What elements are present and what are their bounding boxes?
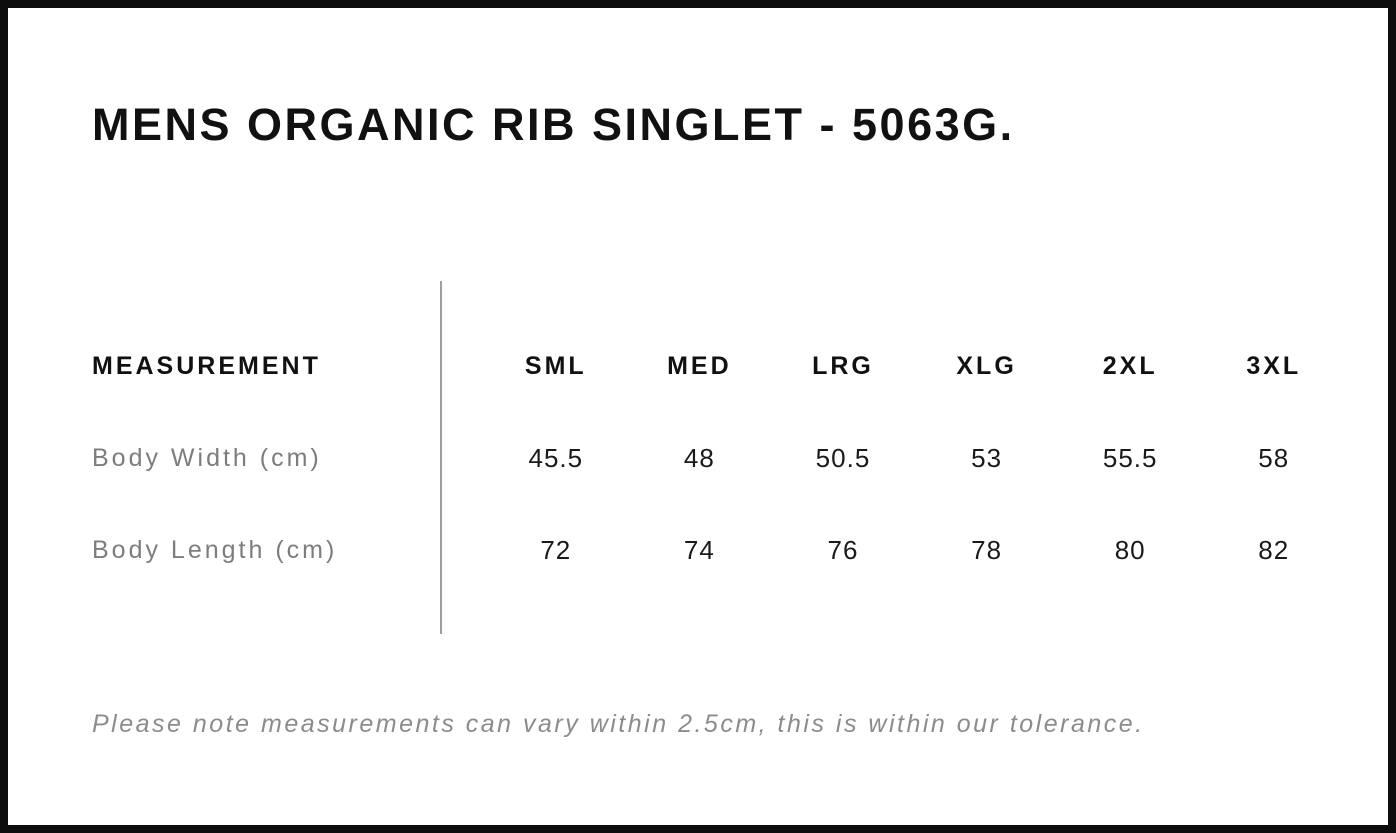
body-width-lrg: 50.5 bbox=[815, 442, 871, 473]
size-header-med: MED bbox=[667, 351, 732, 380]
body-width-med: 48 bbox=[683, 442, 715, 473]
page-title: MENS ORGANIC RIB SINGLET - 5063G. bbox=[92, 99, 1015, 150]
body-length-xlg: 78 bbox=[971, 534, 1003, 565]
column-divider bbox=[440, 281, 442, 634]
row-label-body-length: Body Length (cm) bbox=[92, 535, 338, 564]
body-width-3xl: 58 bbox=[1258, 442, 1290, 473]
tolerance-note: Please note measurements can vary within… bbox=[92, 710, 1145, 738]
body-width-sml: 45.5 bbox=[528, 442, 584, 473]
body-width-xlg: 53 bbox=[971, 442, 1003, 473]
size-header-2xl: 2XL bbox=[1102, 351, 1158, 380]
size-header-3xl: 3XL bbox=[1246, 351, 1302, 380]
size-header-xlg: XLG bbox=[956, 351, 1017, 380]
body-width-2xl: 55.5 bbox=[1102, 442, 1158, 473]
body-length-lrg: 76 bbox=[827, 534, 859, 565]
body-length-med: 74 bbox=[683, 534, 715, 565]
body-length-2xl: 80 bbox=[1114, 534, 1146, 565]
size-header-lrg: LRG bbox=[812, 351, 874, 380]
size-chart-table: MEASUREMENT SML MED LRG XLG 2XL 3XL Body… bbox=[92, 281, 1346, 634]
body-length-sml: 72 bbox=[540, 534, 572, 565]
row-label-body-width: Body Width (cm) bbox=[92, 443, 322, 472]
body-length-3xl: 82 bbox=[1258, 534, 1290, 565]
measurement-column-header: MEASUREMENT bbox=[92, 351, 321, 380]
size-header-sml: SML bbox=[524, 351, 587, 380]
